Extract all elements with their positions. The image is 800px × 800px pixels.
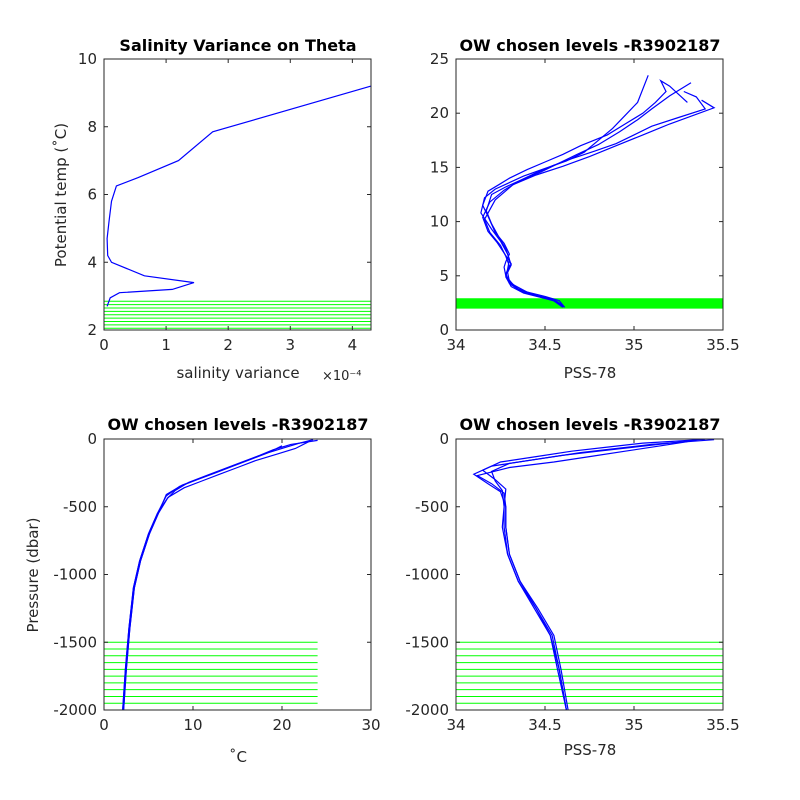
y-tick-label: 0: [439, 430, 449, 448]
y-tick-label: 2: [87, 321, 97, 339]
x-axis: 0 10 20 30: [99, 439, 381, 734]
salinity-pressure-panel: OW chosen levels -R3902187 34 34.5 35 35.5 …: [405, 415, 739, 759]
x-tick-label: 0: [99, 336, 109, 354]
salinity-theta-panel: OW chosen levels -R3902187 34 34.5 35 35.5 …: [430, 36, 740, 382]
y-tick-label: 6: [87, 186, 97, 204]
panel-title: OW chosen levels -R3902187: [459, 36, 720, 55]
temperature-pressure-panel: OW chosen levels -R3902187 0 10 20 30 -2000…: [24, 415, 381, 766]
x-tick-label: 34: [446, 336, 465, 354]
plot-area: [456, 438, 723, 711]
y-axis-label: Potential temp (˚C): [52, 123, 70, 267]
y-tick-label: 5: [439, 267, 449, 285]
y-tick-label: -500: [63, 498, 97, 516]
y-tick-label: -1500: [405, 633, 449, 651]
profile-series-line: [480, 75, 649, 308]
x-tick-label: 3: [286, 336, 296, 354]
y-axis: 2 4 6 8 10: [78, 50, 371, 339]
y-tick-label: 0: [87, 430, 97, 448]
x-tick-label: 35: [624, 716, 643, 734]
y-tick-label: 0: [439, 321, 449, 339]
x-tick-label: 34.5: [528, 716, 561, 734]
y-tick-label: 25: [430, 50, 449, 68]
panel-title: OW chosen levels -R3902187: [107, 415, 368, 434]
y-tick-label: -2000: [405, 701, 449, 719]
y-tick-label: 10: [78, 50, 97, 68]
x-tick-label: 0: [99, 716, 109, 734]
plot-area: [104, 439, 318, 711]
x-tick-label: 34: [446, 716, 465, 734]
profile-series-line: [482, 79, 688, 308]
x-axis-label: PSS-78: [564, 364, 617, 382]
x-tick-label: 35.5: [706, 336, 739, 354]
x-tick-label: 2: [223, 336, 233, 354]
x-tick-label: 20: [272, 716, 291, 734]
profile-series-line: [106, 85, 372, 307]
plot-area: [456, 75, 723, 309]
profile-series-line: [472, 439, 697, 711]
y-axis: -2000 -1500 -1000 -500 0: [405, 430, 723, 719]
profile-series-line: [123, 445, 283, 711]
x-axis-label: ˚C: [229, 748, 247, 766]
x-tick-label: 4: [348, 336, 358, 354]
x-tick-label: 35: [624, 336, 643, 354]
profile-series-line: [483, 99, 716, 308]
x-tick-label: 30: [361, 716, 380, 734]
profile-series-line: [482, 82, 692, 308]
profile-series-line: [475, 441, 688, 711]
y-axis: 0 5 10 15 20 25: [430, 50, 723, 339]
x-tick-label: 10: [183, 716, 202, 734]
x-axis: 34 34.5 35 35.5: [446, 439, 740, 734]
x-tick-label: 34.5: [528, 336, 561, 354]
x-axis-label: PSS-78: [564, 741, 617, 759]
y-tick-label: -1500: [53, 633, 97, 651]
panel-title: Salinity Variance on Theta: [119, 36, 356, 55]
y-axis-label: Pressure (dbar): [24, 518, 42, 633]
y-tick-label: 8: [87, 118, 97, 136]
y-tick-label: 20: [430, 104, 449, 122]
x-tick-label: 35.5: [706, 716, 739, 734]
axes-box: [103, 58, 372, 331]
profile-series-line: [485, 90, 707, 308]
x-axis-exponent: ×10⁻⁴: [322, 369, 362, 384]
y-tick-label: 15: [430, 158, 449, 176]
y-tick-label: -500: [415, 498, 449, 516]
profile-series-line: [481, 438, 706, 711]
x-axis-label: salinity variance: [176, 364, 299, 382]
y-tick-label: -1000: [53, 566, 97, 584]
x-axis: 34 34.5 35 35.5: [446, 59, 740, 354]
axes-box: [455, 58, 724, 331]
plot-area: [104, 85, 372, 329]
y-tick-label: 4: [87, 253, 97, 271]
x-tick-label: 1: [161, 336, 171, 354]
y-tick-label: -2000: [53, 701, 97, 719]
y-tick-label: 10: [430, 213, 449, 231]
panel-title: OW chosen levels -R3902187: [459, 415, 720, 434]
y-tick-label: -1000: [405, 566, 449, 584]
y-axis: -2000 -1500 -1000 -500 0: [53, 430, 371, 719]
x-axis: 0 1 2 3 4: [99, 59, 357, 354]
